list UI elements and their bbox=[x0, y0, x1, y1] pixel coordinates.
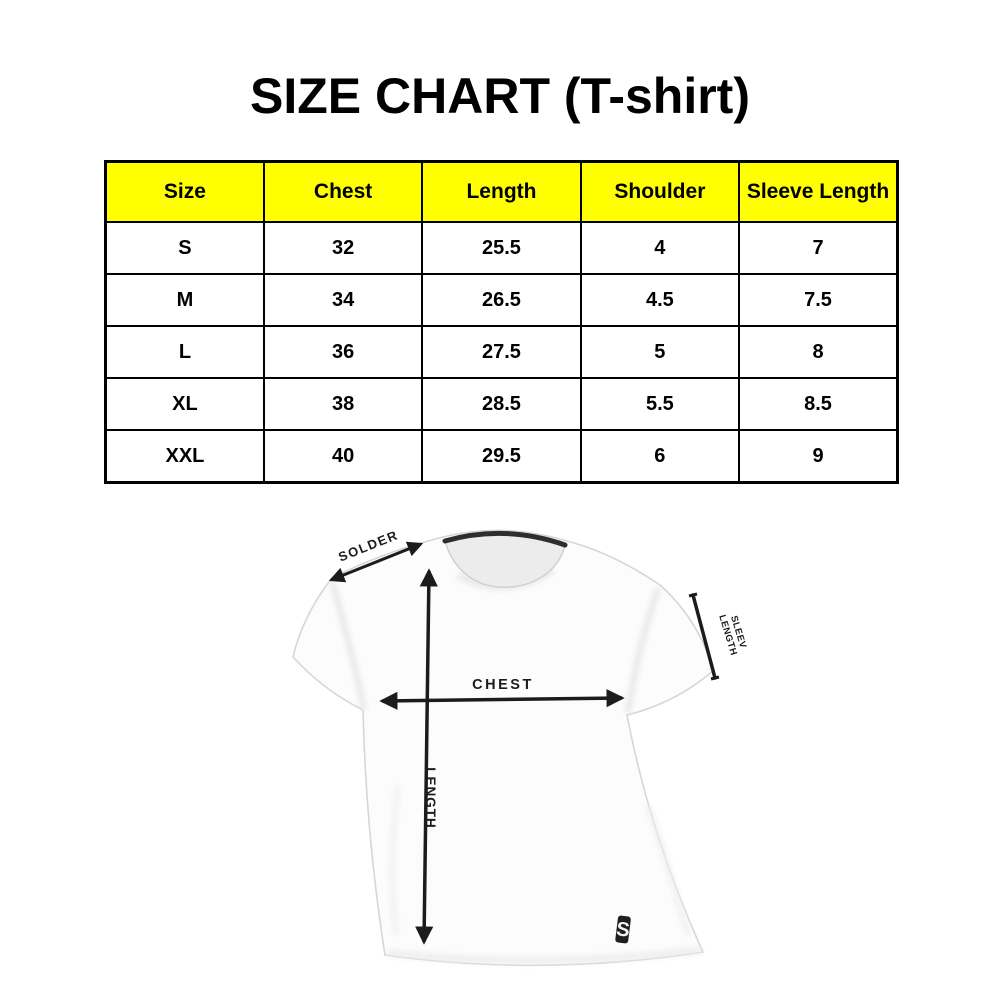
table-row: XXL 40 29.5 6 9 bbox=[104, 429, 899, 484]
tshirt-shading bbox=[329, 567, 702, 964]
cell-chest: 36 bbox=[262, 325, 424, 379]
cell-chest: 40 bbox=[262, 429, 424, 484]
cell-shoulder: 5.5 bbox=[579, 377, 741, 431]
header-cell-shoulder: Shoulder bbox=[579, 160, 741, 223]
cell-shoulder: 4 bbox=[579, 221, 741, 275]
table-row: XL 38 28.5 5.5 8.5 bbox=[104, 377, 899, 431]
table-row: S 32 25.5 4 7 bbox=[104, 221, 899, 275]
cell-sleeve-length: 7 bbox=[738, 221, 899, 275]
cell-sleeve-length: 8.5 bbox=[738, 377, 899, 431]
header-cell-sleeve-length: Sleeve Length bbox=[738, 160, 899, 223]
cell-length: 25.5 bbox=[421, 221, 582, 275]
header-cell-chest: Chest bbox=[262, 160, 424, 223]
brand-tag-letter: S bbox=[615, 918, 631, 941]
length-measure-arrow: LENGTH bbox=[415, 568, 438, 945]
table-row: M 34 26.5 4.5 7.5 bbox=[104, 273, 899, 327]
collar-band bbox=[442, 530, 568, 548]
cell-size: M bbox=[104, 273, 265, 327]
cell-sleeve-length: 8 bbox=[738, 325, 899, 379]
size-chart-table: Size Chest Length Shoulder Sleeve Length… bbox=[104, 160, 899, 484]
tshirt-illustration: S bbox=[292, 529, 715, 967]
header-cell-length: Length bbox=[421, 160, 582, 223]
chest-measure-arrow: CHEST bbox=[379, 677, 625, 710]
table-header-row: Size Chest Length Shoulder Sleeve Length bbox=[104, 160, 899, 223]
chest-label: CHEST bbox=[472, 677, 534, 693]
cell-size: S bbox=[104, 221, 265, 275]
length-label: LENGTH bbox=[423, 767, 438, 829]
page-title: SIZE CHART (T-shirt) bbox=[250, 68, 750, 124]
cell-chest: 34 bbox=[262, 273, 424, 327]
cell-sleeve-length: 9 bbox=[738, 429, 899, 484]
cell-shoulder: 6 bbox=[579, 429, 741, 484]
cell-size: XXL bbox=[104, 429, 265, 484]
tshirt-body bbox=[292, 529, 715, 967]
cell-chest: 32 bbox=[262, 221, 424, 275]
cell-size: XL bbox=[104, 377, 265, 431]
cell-size: L bbox=[104, 325, 265, 379]
cell-length: 27.5 bbox=[421, 325, 582, 379]
tshirt-measurement-diagram: S SOLDER LENGTH CHEST SLEEV LENGTH bbox=[292, 527, 748, 967]
cell-shoulder: 5 bbox=[579, 325, 741, 379]
cell-sleeve-length: 7.5 bbox=[738, 273, 899, 327]
cell-shoulder: 4.5 bbox=[579, 273, 741, 327]
brand-tag: S bbox=[615, 915, 631, 944]
cell-length: 26.5 bbox=[421, 273, 582, 327]
table-row: L 36 27.5 5 8 bbox=[104, 325, 899, 379]
cell-length: 28.5 bbox=[421, 377, 582, 431]
cell-length: 29.5 bbox=[421, 429, 582, 484]
header-cell-size: Size bbox=[104, 160, 265, 223]
cell-chest: 38 bbox=[262, 377, 424, 431]
